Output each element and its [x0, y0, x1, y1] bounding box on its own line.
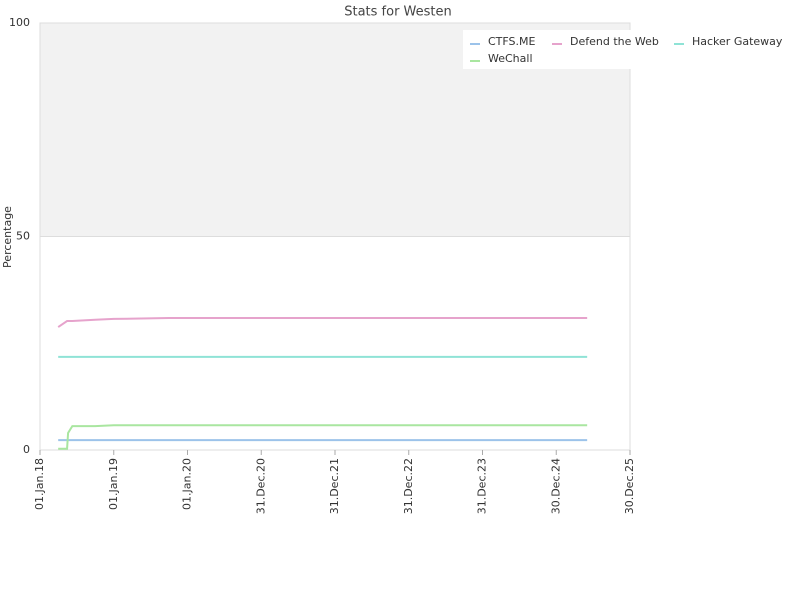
y-tick-label: 100: [9, 16, 30, 29]
x-tick-label: 31.Dec.23: [476, 458, 489, 514]
x-tick-label: 01.Jan.20: [181, 458, 194, 510]
series-line: [57, 317, 588, 328]
series-line: [58, 424, 588, 450]
x-tick-label: 01.Jan.19: [107, 458, 120, 510]
y-axis-label: Percentage: [1, 206, 14, 268]
x-tick-label: 30.Dec.24: [549, 458, 562, 514]
legend-label: WeChall: [488, 52, 533, 65]
chart-title: Stats for Westen: [344, 5, 452, 20]
x-tick-label: 31.Dec.21: [328, 458, 341, 514]
x-tick-label: 30.Dec.25: [623, 458, 636, 514]
legend-box: [463, 30, 800, 69]
x-tick-label: 31.Dec.20: [254, 458, 267, 514]
x-tick-label: 31.Dec.22: [402, 458, 415, 514]
legend-label: Hacker Gateway: [692, 35, 783, 48]
legend-label: CTFS.ME: [488, 35, 536, 48]
legend-label: Defend the Web: [570, 35, 659, 48]
y-tick-label: 50: [16, 230, 30, 243]
x-tick-label: 01.Jan.18: [33, 458, 46, 510]
y-tick-label: 0: [23, 443, 30, 456]
